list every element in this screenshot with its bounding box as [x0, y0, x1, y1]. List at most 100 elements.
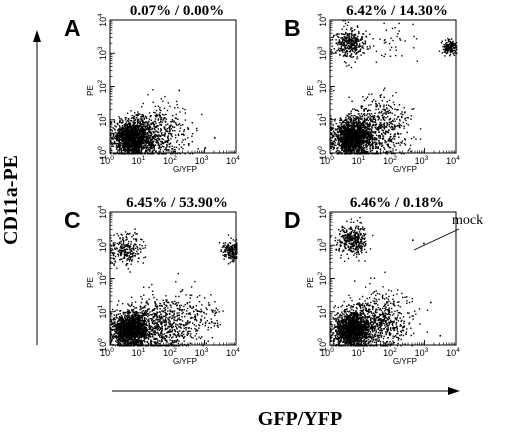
- event-dot: [345, 130, 347, 132]
- event-dot: [182, 133, 184, 136]
- event-dot: [380, 122, 382, 124]
- event-dot: [113, 128, 116, 130]
- event-dot: [355, 150, 357, 152]
- event-dot: [365, 134, 368, 136]
- event-dot: [404, 40, 406, 42]
- event-dot: [361, 107, 363, 109]
- event-dot: [135, 137, 137, 139]
- event-dot: [388, 139, 391, 141]
- event-dot: [372, 143, 374, 145]
- event-dot: [346, 136, 348, 139]
- event-dot: [169, 105, 171, 108]
- event-dot: [365, 119, 368, 122]
- event-dot: [361, 129, 363, 131]
- event-dot: [360, 138, 362, 141]
- event-dot: [394, 27, 396, 29]
- event-dot: [384, 109, 386, 111]
- event-dot: [340, 47, 342, 49]
- event-dot: [453, 47, 455, 50]
- event-dot: [374, 121, 377, 123]
- event-dot: [147, 137, 149, 139]
- event-dot: [349, 141, 351, 143]
- event-dot: [385, 131, 387, 134]
- event-dot: [129, 135, 131, 137]
- event-dot: [168, 127, 171, 129]
- event-dot: [386, 144, 389, 147]
- event-dot: [383, 148, 386, 150]
- event-dot: [145, 144, 147, 147]
- event-dot: [345, 151, 347, 153]
- event-dot: [331, 45, 333, 47]
- event-dot: [141, 114, 143, 116]
- event-dot: [337, 125, 339, 127]
- event-dot: [350, 146, 352, 148]
- event-dot: [125, 117, 128, 119]
- event-dot: [400, 141, 402, 144]
- event-dot: [340, 117, 342, 119]
- event-dot: [391, 123, 393, 125]
- event-dot: [144, 123, 146, 125]
- event-dot: [397, 116, 400, 118]
- event-dot: [407, 149, 410, 151]
- event-dot: [363, 153, 365, 155]
- event-dot: [335, 34, 337, 36]
- event-dot: [124, 133, 126, 135]
- event-dot: [334, 132, 336, 134]
- event-dot: [149, 126, 152, 129]
- event-dot: [360, 118, 362, 120]
- event-dot: [445, 45, 448, 47]
- event-dot: [386, 101, 388, 103]
- event-dot: [134, 132, 136, 134]
- event-dot: [360, 122, 362, 125]
- event-dot: [128, 133, 130, 135]
- event-dot: [377, 127, 379, 130]
- event-dot: [130, 153, 133, 155]
- event-dot: [142, 136, 144, 138]
- event-dot: [351, 153, 353, 155]
- event-dot: [372, 123, 374, 126]
- event-dot: [164, 133, 166, 135]
- event-dot: [446, 52, 449, 54]
- event-dot: [362, 45, 364, 47]
- event-dot: [175, 141, 178, 143]
- event-dot: [146, 125, 148, 128]
- event-dot: [357, 26, 359, 28]
- event-dot: [339, 138, 342, 140]
- event-dot: [159, 115, 161, 117]
- event-dot: [383, 112, 385, 114]
- event-dot: [337, 143, 340, 145]
- event-dot: [124, 119, 127, 121]
- event-dot: [354, 50, 356, 52]
- event-dot: [139, 132, 142, 134]
- event-dot: [173, 126, 176, 128]
- event-dot: [401, 116, 403, 119]
- event-dot: [157, 134, 159, 137]
- event-dot: [113, 142, 115, 145]
- event-dot: [372, 38, 374, 40]
- event-dot: [388, 125, 391, 127]
- event-dot: [114, 131, 117, 134]
- event-dot: [358, 40, 360, 42]
- event-dot: [380, 145, 383, 147]
- event-dot: [349, 116, 351, 119]
- figure-y-label: CD11a-PE: [0, 155, 22, 245]
- event-dot: [345, 130, 347, 133]
- event-dot: [165, 147, 167, 149]
- event-dot: [115, 152, 117, 155]
- event-dot: [153, 147, 155, 150]
- event-dot: [381, 142, 383, 144]
- event-dot: [126, 148, 129, 150]
- event-dot: [356, 134, 358, 136]
- event-dot: [137, 137, 139, 139]
- event-dot: [365, 143, 368, 145]
- event-dot: [155, 126, 157, 128]
- event-dot: [344, 52, 346, 54]
- event-dot: [354, 49, 356, 51]
- event-dot: [452, 44, 454, 46]
- event-dot: [362, 140, 365, 142]
- event-dot: [159, 116, 161, 118]
- event-dot: [390, 37, 392, 39]
- event-dot: [368, 127, 370, 130]
- event-dot: [334, 138, 337, 140]
- event-dot: [158, 138, 161, 140]
